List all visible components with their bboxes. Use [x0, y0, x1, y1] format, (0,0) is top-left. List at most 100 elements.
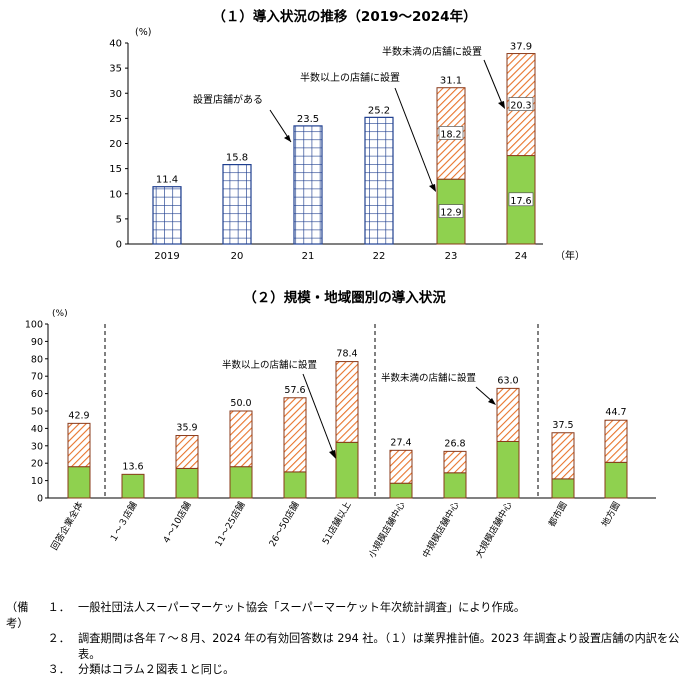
- total-label: 25.2: [368, 105, 390, 116]
- bar-present: [293, 125, 323, 245]
- total-label: 23.5: [297, 114, 319, 125]
- data-label-box: [438, 204, 464, 218]
- bar-majority: [283, 471, 307, 499]
- y-tick-label: 40: [31, 424, 43, 435]
- annotation-majority: 半数以上の店舗に設置: [222, 359, 317, 371]
- total-label: 42.9: [68, 410, 89, 421]
- x-tick-label: 26～50店舗: [266, 500, 301, 549]
- bar-majority: [121, 473, 145, 499]
- arrow-head: [429, 184, 436, 192]
- x-tick-label: 中規模店舗中心: [420, 500, 462, 561]
- chart1-title: （１）導入状況の推移（2019～2024年）: [212, 9, 477, 25]
- x-tick-label: 回答企業全体: [48, 500, 85, 553]
- y-axis-unit: (%): [52, 309, 68, 319]
- y-tick-label: 70: [31, 372, 43, 383]
- y-tick-label: 50: [31, 407, 43, 418]
- bar-majority: [496, 440, 520, 499]
- arrow-head: [498, 101, 505, 109]
- annotation-minority: 半数未満の店舗に設置: [382, 45, 482, 58]
- annotation-arrow: [483, 59, 504, 107]
- annotation-arrow: [302, 373, 335, 456]
- bar-minority: [604, 419, 628, 463]
- x-tick-label: １～３店舗: [107, 500, 140, 545]
- x-tick-label: 22: [373, 251, 386, 262]
- x-tick-label: 都市圏: [546, 500, 570, 529]
- y-tick-label: 80: [31, 354, 43, 365]
- total-label: 35.9: [176, 423, 197, 434]
- total-label: 27.4: [390, 437, 411, 448]
- x-tick-label: 11～25店舗: [212, 500, 247, 549]
- data-label: 12.9: [440, 208, 461, 219]
- x-tick-label: 21: [302, 251, 315, 262]
- x-tick-label: 20: [231, 251, 244, 262]
- charts-canvas: 0 5 10 15 20 25 30 35 40 (%) 2019 20 21 22 23 24 （年） 12.9…: [25, 27, 656, 560]
- data-label-box: [508, 192, 534, 207]
- total-label: 50.0: [230, 398, 251, 409]
- y-tick-label: 0: [37, 494, 43, 505]
- y-tick-label: 0: [116, 240, 122, 251]
- y-tick-label: 35: [109, 64, 122, 75]
- bar-minority: [175, 435, 199, 469]
- bar-majority: [67, 466, 91, 499]
- x-axis-unit: （年）: [555, 249, 585, 262]
- x-tick-label: 51店舗以上: [319, 500, 353, 547]
- y-tick-label: 20: [31, 459, 43, 470]
- chart2-plot: 0 10 20 30 40 50 60 70 80 90 100 (%) 42.9 回答企業全体 13.6 １…: [25, 309, 656, 560]
- note-number: ２．: [47, 632, 70, 645]
- y-tick-label: 25: [109, 114, 122, 125]
- note-number: ３．: [47, 663, 70, 676]
- note-text: 一般社団法人スーパーマーケット協会「スーパーマーケット年次統計調査」により作成。: [78, 601, 526, 614]
- x-tick-label: 小規模店舗中心: [366, 500, 408, 561]
- bar-minority: [335, 361, 359, 443]
- note-row-1: （備考） １． 一般社団法人スーパーマーケット協会「スーパーマーケット年次統計調…: [6, 600, 686, 631]
- data-label: 18.2: [440, 129, 461, 140]
- x-tick-label: 24: [515, 251, 528, 262]
- y-tick-label: 20: [109, 139, 122, 150]
- note-row-3: ３． 分類はコラム２図表１と同じ。: [6, 662, 686, 678]
- x-tick-label: 地方圏: [599, 500, 623, 529]
- y-tick-label: 40: [109, 39, 122, 50]
- bar-minority: [496, 387, 520, 442]
- bar-minority: [389, 449, 413, 484]
- y-tick-label: 10: [109, 189, 122, 200]
- data-label: 20.3: [510, 101, 531, 112]
- x-tick-label: 大規模店舗中心: [473, 500, 515, 561]
- y-tick-label: 30: [109, 89, 122, 100]
- y-axis-unit: (%): [135, 27, 151, 38]
- y-tick-label: 30: [31, 441, 43, 452]
- x-tick-label: ４～10店舗: [159, 500, 193, 547]
- y-tick-label: 90: [31, 337, 43, 348]
- bar-minority: [443, 450, 467, 474]
- total-label: 63.0: [497, 375, 518, 386]
- notes: （備考） １． 一般社団法人スーパーマーケット協会「スーパーマーケット年次統計調…: [6, 600, 686, 678]
- note-row-2: ２． 調査期間は各年７～８月、2024 年の有効回答数は 294 社。（１）は業…: [6, 631, 686, 662]
- data-label-box: [438, 126, 464, 140]
- total-label: 15.8: [226, 153, 248, 164]
- bar-minority: [283, 397, 307, 473]
- arrow-head: [284, 135, 291, 142]
- bar-majority: [443, 472, 467, 499]
- data-label-box: [508, 97, 534, 111]
- bar-minority: [67, 422, 91, 468]
- total-label: 37.5: [552, 420, 573, 431]
- bar-majority: [229, 466, 253, 499]
- note-number: １．: [47, 601, 70, 614]
- bar-majority: [551, 478, 575, 499]
- annotation-arrow: [394, 87, 435, 190]
- data-label: 17.6: [510, 196, 531, 207]
- bar-majority: [389, 482, 413, 499]
- bar-majority: [335, 441, 359, 499]
- y-tick-label: 60: [31, 389, 43, 400]
- y-tick-label: 5: [116, 214, 122, 225]
- y-tick-label: 10: [31, 476, 43, 487]
- bar-majority: [604, 461, 628, 499]
- annotation-present: 設置店舗がある: [193, 93, 263, 106]
- total-label: 57.6: [284, 385, 305, 396]
- total-label: 37.9: [510, 42, 532, 53]
- annotation-arrow: [475, 386, 494, 403]
- chart2-title: （２）規模・地域圏別の導入状況: [243, 290, 446, 306]
- y-tick-label: 100: [25, 320, 43, 331]
- bar-present: [222, 164, 252, 245]
- chart1-plot: 0 5 10 15 20 25 30 35 40 (%) 2019 20 21 22 23 24 （年） 12.9…: [109, 27, 585, 262]
- arrow-head: [329, 450, 336, 459]
